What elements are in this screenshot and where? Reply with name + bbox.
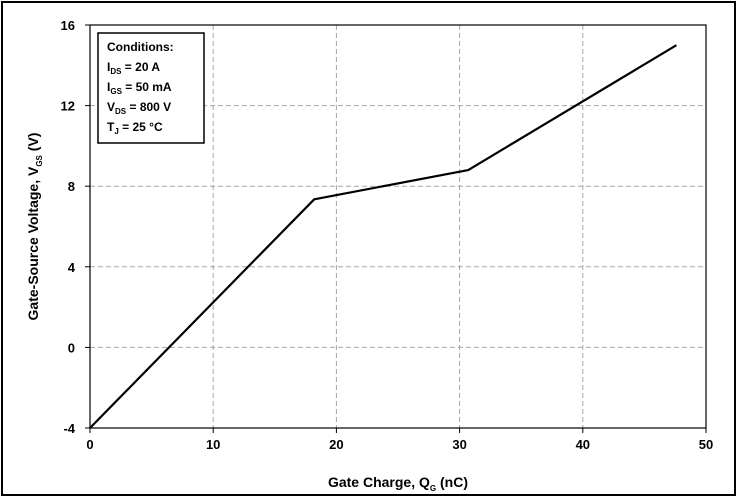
conditions-line-symbol: I bbox=[107, 60, 110, 74]
x-tick-label: 20 bbox=[329, 437, 343, 452]
conditions-line-value: = 25 °C bbox=[119, 120, 163, 134]
y-tick-label: 12 bbox=[61, 99, 75, 114]
x-axis-title-main: Gate Charge, Q bbox=[328, 474, 430, 490]
x-tick-label: 30 bbox=[452, 437, 466, 452]
conditions-line-sub: DS bbox=[115, 107, 127, 116]
conditions-line-symbol: I bbox=[107, 80, 110, 94]
conditions-line-symbol: T bbox=[107, 120, 115, 134]
conditions-box-border bbox=[97, 32, 205, 144]
y-tick-label: 16 bbox=[61, 18, 75, 33]
conditions-line-sub: GS bbox=[110, 87, 122, 96]
conditions-line-value: = 20 A bbox=[121, 60, 160, 74]
conditions-line-value: = 800 V bbox=[126, 100, 171, 114]
x-tick-label: 0 bbox=[86, 437, 93, 452]
y-axis-title-sub: GS bbox=[35, 154, 44, 166]
y-tick-label: 0 bbox=[68, 340, 75, 355]
x-axis-title: Gate Charge, QG (nC) bbox=[328, 474, 468, 493]
x-tick-label: 10 bbox=[206, 437, 220, 452]
conditions-line-symbol: V bbox=[107, 100, 115, 114]
conditions-line: VDS = 800 V bbox=[107, 100, 171, 116]
x-tick-label: 40 bbox=[576, 437, 590, 452]
y-axis-title-main: Gate-Source Voltage, V bbox=[25, 166, 41, 320]
x-axis-title-unit: (nC) bbox=[436, 474, 468, 490]
x-tick-label: 50 bbox=[699, 437, 713, 452]
conditions-line-sub: DS bbox=[110, 67, 122, 76]
conditions-line: IDS = 20 A bbox=[107, 60, 160, 76]
plot-border bbox=[89, 24, 707, 429]
conditions-line-value: = 50 mA bbox=[122, 80, 172, 94]
y-axis-title-unit: (V) bbox=[25, 133, 41, 156]
conditions-title: Conditions: bbox=[107, 40, 174, 54]
conditions-line-sub: J bbox=[114, 127, 118, 136]
conditions-line: TJ = 25 °C bbox=[107, 120, 163, 136]
conditions-line: IGS = 50 mA bbox=[107, 80, 172, 96]
series-layer bbox=[89, 44, 677, 429]
x-axis-title-sub: G bbox=[430, 484, 436, 493]
y-tick-label: 4 bbox=[68, 260, 76, 275]
tick-labels: 0 10 20 30 40 50 -4 0 4 8 12 16 bbox=[61, 18, 714, 452]
y-axis-title: Gate-Source Voltage, VGS (V) bbox=[25, 133, 44, 321]
series-line bbox=[89, 44, 677, 429]
y-tick-label: -4 bbox=[63, 421, 75, 436]
y-tick-label: 8 bbox=[68, 179, 75, 194]
plot-area bbox=[89, 24, 707, 429]
